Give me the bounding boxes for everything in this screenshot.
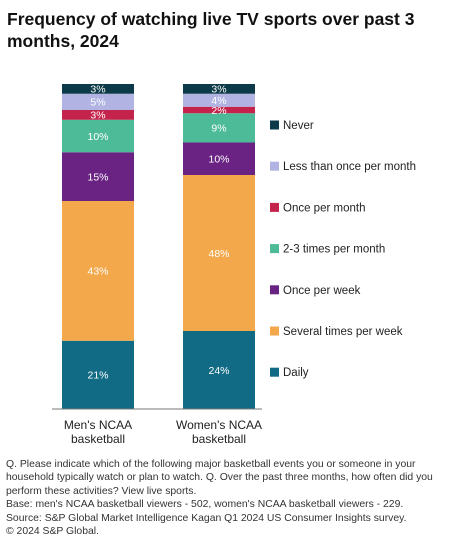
data-label: 3% [211, 84, 226, 96]
bar-segment-daily-1 [183, 331, 255, 409]
data-label: 24% [208, 365, 229, 377]
bar-segment-several-times-per-week-1 [183, 175, 255, 331]
data-label: 43% [87, 266, 108, 278]
bar-segment-once-per-week-1 [183, 142, 255, 175]
bar-segment-never-0 [62, 84, 134, 94]
bar-segment-several-times-per-week-0 [62, 201, 134, 341]
data-label: 3% [90, 110, 105, 122]
legend-label: Once per week [283, 285, 361, 297]
legend-swatch [270, 285, 279, 295]
bar-segment-daily-0 [62, 340, 134, 409]
bar-segment-once-per-month-0 [62, 110, 134, 120]
legend-swatch [270, 202, 279, 212]
legend-swatch [270, 161, 279, 171]
legend-label: 2-3 times per month [283, 244, 385, 256]
x-tick-label: basketball [71, 432, 125, 446]
chart-title: Frequency of watching live TV sports ove… [7, 9, 415, 51]
bar-segment-less-than-once-per-month-0 [62, 93, 134, 110]
stacked-bar-chart: 21%43%15%10%3%5%3%24%48%10%9%2%4%3% Men'… [52, 84, 416, 446]
question-note: Q. Please indicate which of the followin… [6, 459, 433, 497]
legend: Never Less than once per month Once per mo… [270, 120, 416, 379]
bar-segment-2-3-times-per-month-0 [62, 119, 134, 153]
data-label: 21% [87, 370, 108, 382]
bar-segment-less-than-once-per-month-1 [183, 93, 255, 107]
data-label: 4% [211, 95, 226, 107]
legend-label: Once per month [283, 202, 365, 214]
data-label: 48% [208, 248, 229, 260]
legend-swatch [270, 367, 279, 377]
x-tick-label: basketball [192, 432, 246, 446]
source-note: Source: S&P Global Market Intelligence K… [6, 512, 407, 524]
data-label: 2% [211, 105, 226, 117]
legend-label: Never [283, 120, 314, 132]
bar-segment-once-per-week-0 [62, 152, 134, 201]
bars-group: 21%43%15%10%3%5%3%24%48%10%9%2%4%3% [62, 84, 255, 409]
legend-label: Several times per week [283, 326, 403, 338]
data-label: 5% [90, 97, 105, 109]
bar-segment-2-3-times-per-month-1 [183, 113, 255, 143]
x-tick-label: Men's NCAA [64, 418, 132, 432]
data-label: 15% [87, 171, 108, 183]
legend-swatch [270, 120, 279, 130]
x-tick-label: Women's NCAA [176, 418, 262, 432]
legend-swatch [270, 244, 279, 254]
legend-swatch [270, 326, 279, 336]
legend-label: Less than once per month [283, 161, 416, 173]
base-note: Base: men's NCAA basketball viewers - 50… [6, 499, 404, 511]
bar-segment-once-per-month-1 [183, 106, 255, 114]
data-label: 3% [90, 84, 105, 96]
data-label: 10% [87, 131, 108, 143]
data-label: 10% [208, 154, 229, 166]
footnotes: Q. Please indicate which of the followin… [6, 458, 448, 538]
copyright-note: © 2024 S&P Global. [6, 526, 99, 538]
legend-label: Daily [283, 367, 309, 379]
data-label: 9% [211, 123, 226, 135]
bar-segment-never-1 [183, 84, 255, 94]
